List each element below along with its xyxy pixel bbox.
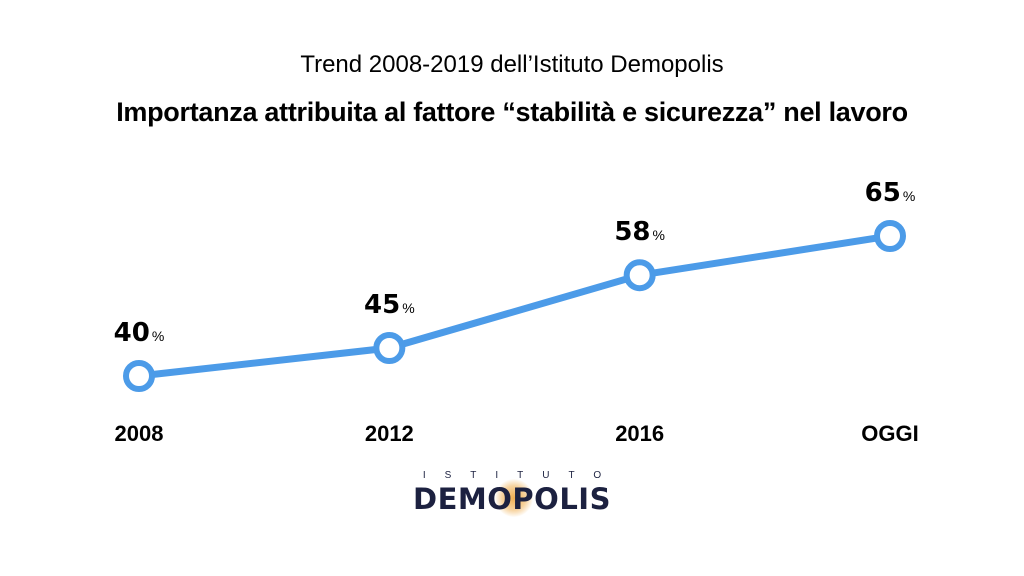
data-label-value: 65 [865, 178, 901, 208]
data-point-2012 [373, 332, 406, 364]
x-tick-label-2012: 2012 [365, 421, 414, 446]
data-point-2016 [623, 259, 656, 292]
x-tick-label-2008: 2008 [115, 421, 164, 446]
data-label-2012: 45% [364, 290, 415, 320]
x-tick-label-oggi: OGGI [861, 421, 918, 446]
data-label-value: 58 [614, 217, 650, 247]
series-line [135, 232, 894, 380]
data-point-2008 [123, 360, 155, 392]
x-tick-label-2016: 2016 [615, 421, 664, 446]
chart-title: Importanza attribuita al fattore “stabil… [116, 97, 908, 127]
data-label-value: 45 [364, 290, 400, 320]
data-label-value: 40 [114, 318, 150, 348]
data-label-unit: % [903, 188, 915, 204]
logo-top-text: ISTITUTO [422, 470, 621, 481]
data-label-oggi: 65% [865, 178, 916, 208]
data-label-2016: 58% [614, 217, 665, 247]
data-label-unit: % [653, 227, 665, 243]
demopolis-logo: ISTITUTO DEMOPOLIS [362, 470, 662, 520]
logo-main-text: DEMOPOLIS [413, 482, 611, 516]
data-label-unit: % [402, 300, 414, 316]
data-label-2008: 40% [114, 318, 165, 348]
data-label-unit: % [152, 328, 164, 344]
data-point-oggi [874, 220, 906, 252]
chart-subtitle: Trend 2008-2019 dell’Istituto Demopolis [300, 51, 724, 78]
logo-glow [495, 479, 533, 517]
